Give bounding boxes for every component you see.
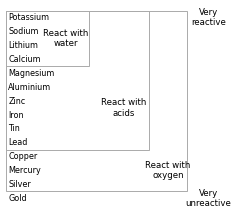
- Text: Potassium: Potassium: [8, 13, 49, 22]
- Bar: [6, 11, 187, 191]
- Text: Copper: Copper: [8, 152, 37, 161]
- Text: React with
water: React with water: [43, 29, 89, 48]
- Text: Magnesium: Magnesium: [8, 69, 55, 78]
- Bar: [6, 11, 149, 150]
- Text: Iron: Iron: [8, 111, 24, 119]
- Text: React with
oxygen: React with oxygen: [145, 161, 191, 180]
- Text: Gold: Gold: [8, 194, 27, 203]
- Text: Lithium: Lithium: [8, 41, 38, 50]
- Text: React with
acids: React with acids: [101, 98, 146, 118]
- Text: Zinc: Zinc: [8, 97, 26, 106]
- Text: Very
unreactive: Very unreactive: [186, 189, 232, 208]
- Text: Calcium: Calcium: [8, 55, 41, 64]
- Text: Aluminium: Aluminium: [8, 83, 51, 92]
- Text: Tin: Tin: [8, 124, 20, 133]
- Text: Lead: Lead: [8, 138, 28, 147]
- Text: Silver: Silver: [8, 180, 31, 189]
- Text: Sodium: Sodium: [8, 27, 39, 36]
- Bar: [6, 11, 89, 66]
- Text: Mercury: Mercury: [8, 166, 41, 175]
- Text: Very
reactive: Very reactive: [191, 8, 226, 27]
